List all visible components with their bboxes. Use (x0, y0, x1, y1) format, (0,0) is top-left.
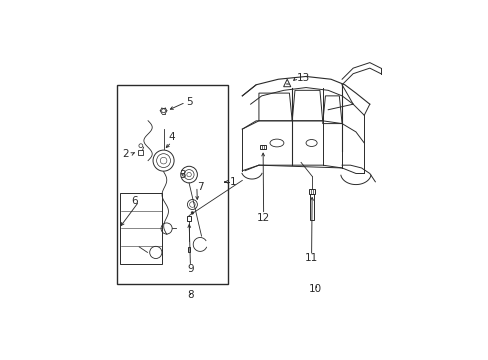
Circle shape (191, 211, 193, 214)
Text: 13: 13 (297, 73, 310, 83)
Text: 7: 7 (197, 181, 203, 192)
Text: 3: 3 (179, 170, 185, 180)
Bar (308, 189, 315, 194)
Text: 12: 12 (257, 213, 270, 223)
Bar (120, 193, 162, 264)
Bar (137, 150, 142, 156)
Text: 11: 11 (305, 253, 318, 263)
Bar (310, 194, 313, 220)
Text: 2: 2 (122, 149, 129, 159)
Text: 4: 4 (168, 132, 175, 141)
Text: 8: 8 (187, 291, 193, 301)
Bar (186, 216, 191, 221)
Text: 10: 10 (308, 284, 322, 293)
Text: 5: 5 (186, 97, 193, 107)
Text: 9: 9 (187, 264, 193, 274)
Text: 1: 1 (229, 177, 236, 187)
Bar (187, 247, 190, 252)
Text: 6: 6 (131, 196, 138, 206)
Bar (259, 145, 266, 149)
Bar (117, 85, 227, 284)
